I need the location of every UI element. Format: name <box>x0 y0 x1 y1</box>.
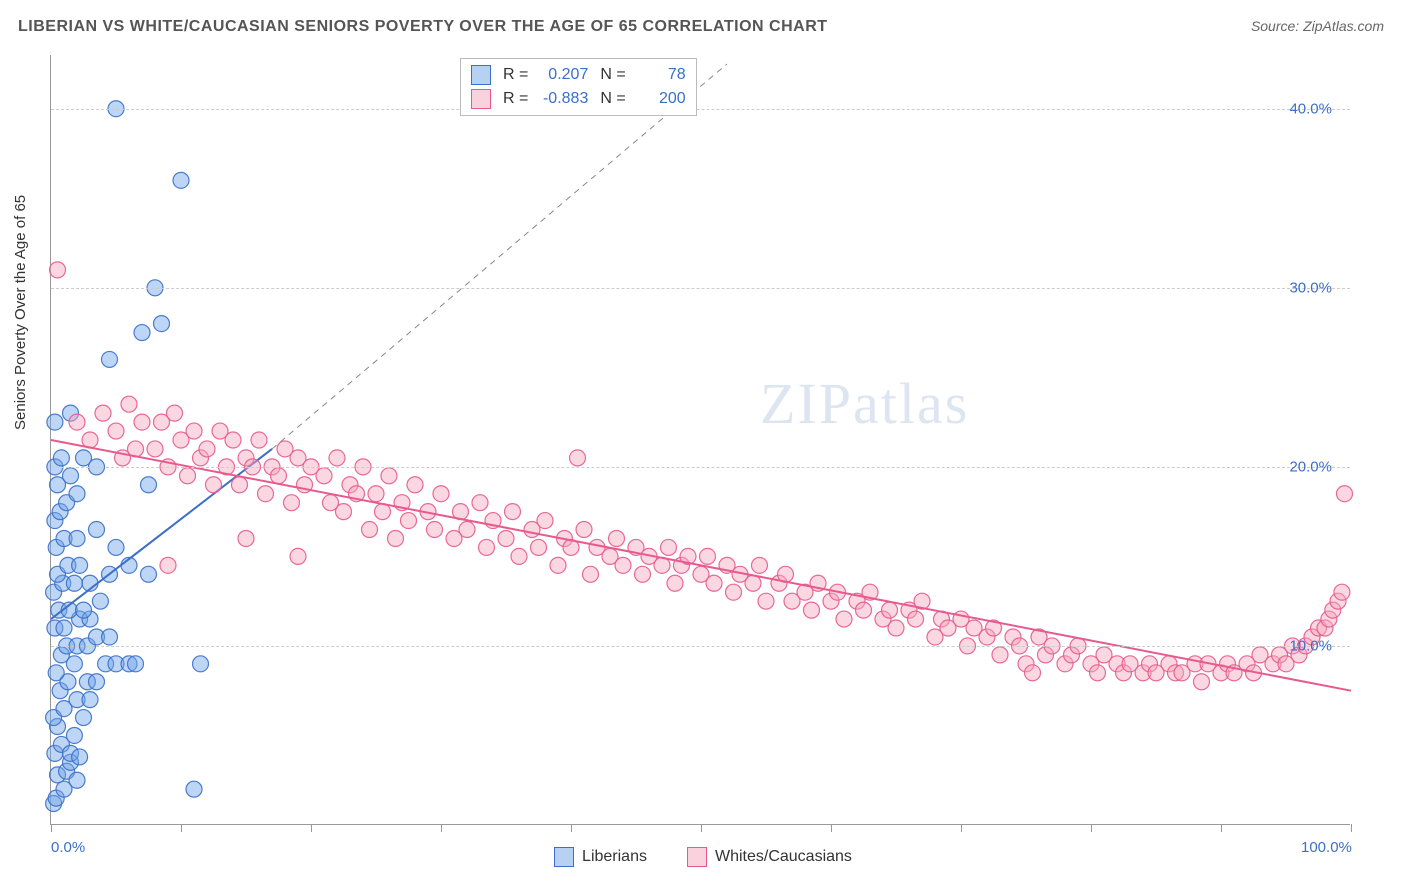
x-tick <box>441 824 442 832</box>
series-legend: Liberians Whites/Caucasians <box>0 847 1406 867</box>
x-tick <box>1091 824 1092 832</box>
n-value-1: 78 <box>634 66 686 84</box>
n-value-2: 200 <box>634 90 686 108</box>
swatch-pink <box>687 847 707 867</box>
x-tick <box>181 824 182 832</box>
plot-area: 10.0%20.0%30.0%40.0%0.0%100.0% <box>50 55 1350 825</box>
gridline <box>51 288 1350 289</box>
r-label: R = <box>503 66 528 84</box>
x-tick <box>1351 824 1352 832</box>
swatch-blue <box>471 65 491 85</box>
y-axis-label: Seniors Poverty Over the Age of 65 <box>12 195 29 430</box>
y-tick-label: 20.0% <box>1289 458 1332 475</box>
legend-label: Whites/Caucasians <box>715 848 852 866</box>
source-label: Source: ZipAtlas.com <box>1251 18 1384 34</box>
n-label: N = <box>600 66 625 84</box>
correlation-legend: R = 0.207 N = 78 R = -0.883 N = 200 <box>460 58 697 116</box>
x-tick <box>831 824 832 832</box>
x-tick <box>51 824 52 832</box>
legend-item-whites: Whites/Caucasians <box>687 847 852 867</box>
legend-row-1: R = 0.207 N = 78 <box>471 63 686 87</box>
n-label: N = <box>600 90 625 108</box>
y-tick-label: 10.0% <box>1289 637 1332 654</box>
legend-row-2: R = -0.883 N = 200 <box>471 87 686 111</box>
x-tick <box>1221 824 1222 832</box>
swatch-blue <box>554 847 574 867</box>
gridline <box>51 467 1350 468</box>
gridline <box>51 109 1350 110</box>
gridline <box>51 646 1350 647</box>
r-value-1: 0.207 <box>536 66 588 84</box>
chart-title: LIBERIAN VS WHITE/CAUCASIAN SENIORS POVE… <box>18 18 828 36</box>
legend-item-liberians: Liberians <box>554 847 647 867</box>
chart-svg <box>51 55 1350 824</box>
r-label: R = <box>503 90 528 108</box>
x-tick <box>961 824 962 832</box>
x-tick <box>571 824 572 832</box>
y-tick-label: 30.0% <box>1289 279 1332 296</box>
swatch-pink <box>471 89 491 109</box>
legend-label: Liberians <box>582 848 647 866</box>
r-value-2: -0.883 <box>536 90 588 108</box>
y-tick-label: 40.0% <box>1289 100 1332 117</box>
x-tick <box>311 824 312 832</box>
x-tick <box>701 824 702 832</box>
